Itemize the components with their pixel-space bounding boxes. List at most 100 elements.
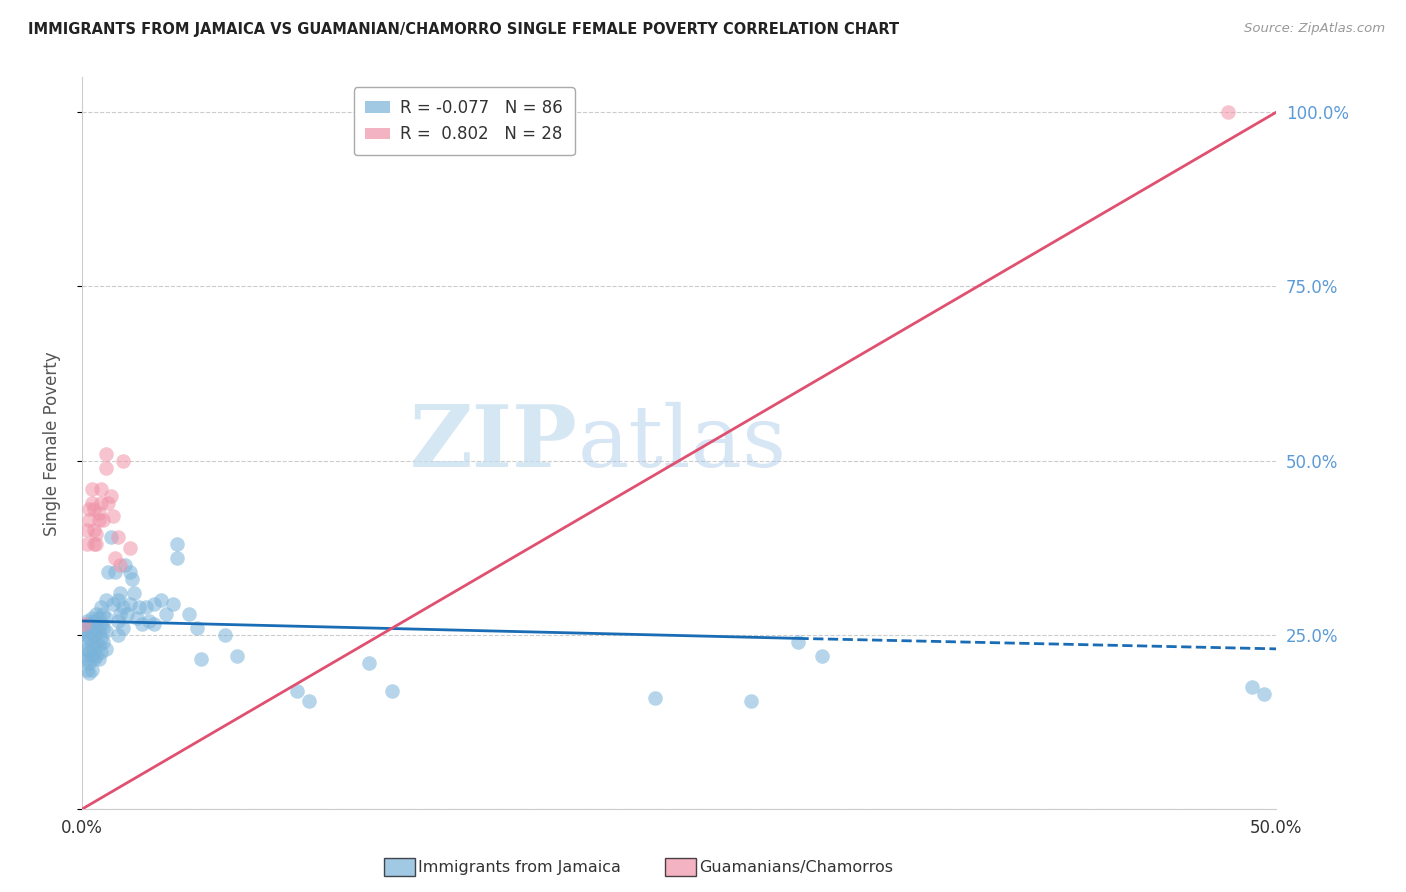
Point [104, 551, 127, 566]
Point [94, 624, 117, 639]
Y-axis label: Single Female Poverty: Single Female Poverty [44, 351, 60, 535]
Point [94, 460, 117, 475]
Text: atlas: atlas [578, 401, 786, 485]
Text: Immigrants from Jamaica: Immigrants from Jamaica [418, 860, 620, 874]
Point [76, 663, 98, 677]
Point [787, 635, 810, 649]
Point [87, 610, 110, 624]
Point [124, 586, 146, 600]
Point [135, 600, 157, 615]
Point [93, 635, 115, 649]
Point [84, 648, 107, 663]
Point [80, 639, 103, 653]
Point [108, 607, 131, 621]
Text: IMMIGRANTS FROM JAMAICA VS GUAMANIAN/CHAMORRO SINGLE FEMALE POVERTY CORRELATION : IMMIGRANTS FROM JAMAICA VS GUAMANIAN/CHA… [28, 22, 900, 37]
Point [142, 597, 165, 611]
Point [84, 537, 107, 551]
Point [114, 558, 136, 573]
Text: ZIP: ZIP [409, 401, 578, 485]
Point [83, 502, 105, 516]
Point [83, 641, 105, 656]
Point [76, 652, 98, 666]
Point [77, 656, 100, 670]
Point [118, 565, 141, 579]
Point [179, 607, 201, 621]
Point [117, 607, 139, 621]
Point [107, 614, 129, 628]
Point [73, 619, 96, 633]
Point [87, 639, 110, 653]
Point [94, 593, 117, 607]
Point [108, 586, 131, 600]
Point [83, 652, 105, 666]
Point [76, 628, 98, 642]
Point [226, 648, 249, 663]
Point [83, 628, 105, 642]
Point [80, 648, 103, 663]
Point [108, 558, 131, 573]
Point [138, 614, 160, 628]
Point [77, 632, 100, 646]
Point [381, 683, 404, 698]
Point [80, 610, 103, 624]
Point [93, 607, 115, 621]
Point [80, 624, 103, 639]
Point [125, 610, 148, 624]
Point [107, 530, 129, 544]
Point [77, 617, 100, 632]
Point [97, 565, 120, 579]
Point [73, 648, 96, 663]
Point [100, 489, 122, 503]
Point [80, 663, 103, 677]
Point [111, 621, 134, 635]
Point [118, 541, 141, 555]
Point [77, 513, 100, 527]
Point [73, 624, 96, 639]
Point [111, 600, 134, 615]
Point [90, 617, 112, 632]
Point [87, 513, 110, 527]
Point [94, 610, 117, 624]
Point [87, 652, 110, 666]
Point [107, 628, 129, 642]
Point [121, 572, 143, 586]
Point [76, 641, 98, 656]
Point [93, 513, 115, 527]
Point [77, 645, 100, 659]
Point [101, 509, 124, 524]
Point [76, 524, 98, 538]
Point [214, 628, 236, 642]
Point [1253, 687, 1275, 701]
Point [80, 495, 103, 509]
Point [77, 502, 100, 516]
Point [1218, 105, 1240, 120]
Point [131, 617, 153, 632]
Point [84, 607, 107, 621]
Point [142, 617, 165, 632]
Point [76, 537, 98, 551]
Point [166, 551, 188, 566]
Point [84, 527, 107, 541]
Point [90, 600, 112, 615]
Point [90, 495, 112, 509]
Point [90, 645, 112, 659]
Point [73, 635, 96, 649]
Point [90, 482, 112, 496]
Point [93, 621, 115, 635]
Point [162, 597, 184, 611]
Point [107, 593, 129, 607]
Text: Guamanians/Chamorros: Guamanians/Chamorros [699, 860, 893, 874]
Point [83, 524, 105, 538]
Point [285, 683, 308, 698]
Point [87, 506, 110, 520]
Point [97, 495, 120, 509]
Point [298, 694, 321, 708]
Point [101, 597, 124, 611]
Point [118, 597, 141, 611]
Legend: R = -0.077   N = 86, R =  0.802   N = 28: R = -0.077 N = 86, R = 0.802 N = 28 [353, 87, 575, 155]
Point [111, 453, 134, 467]
Point [87, 624, 110, 639]
Point [740, 694, 762, 708]
Point [94, 641, 117, 656]
Point [155, 607, 177, 621]
